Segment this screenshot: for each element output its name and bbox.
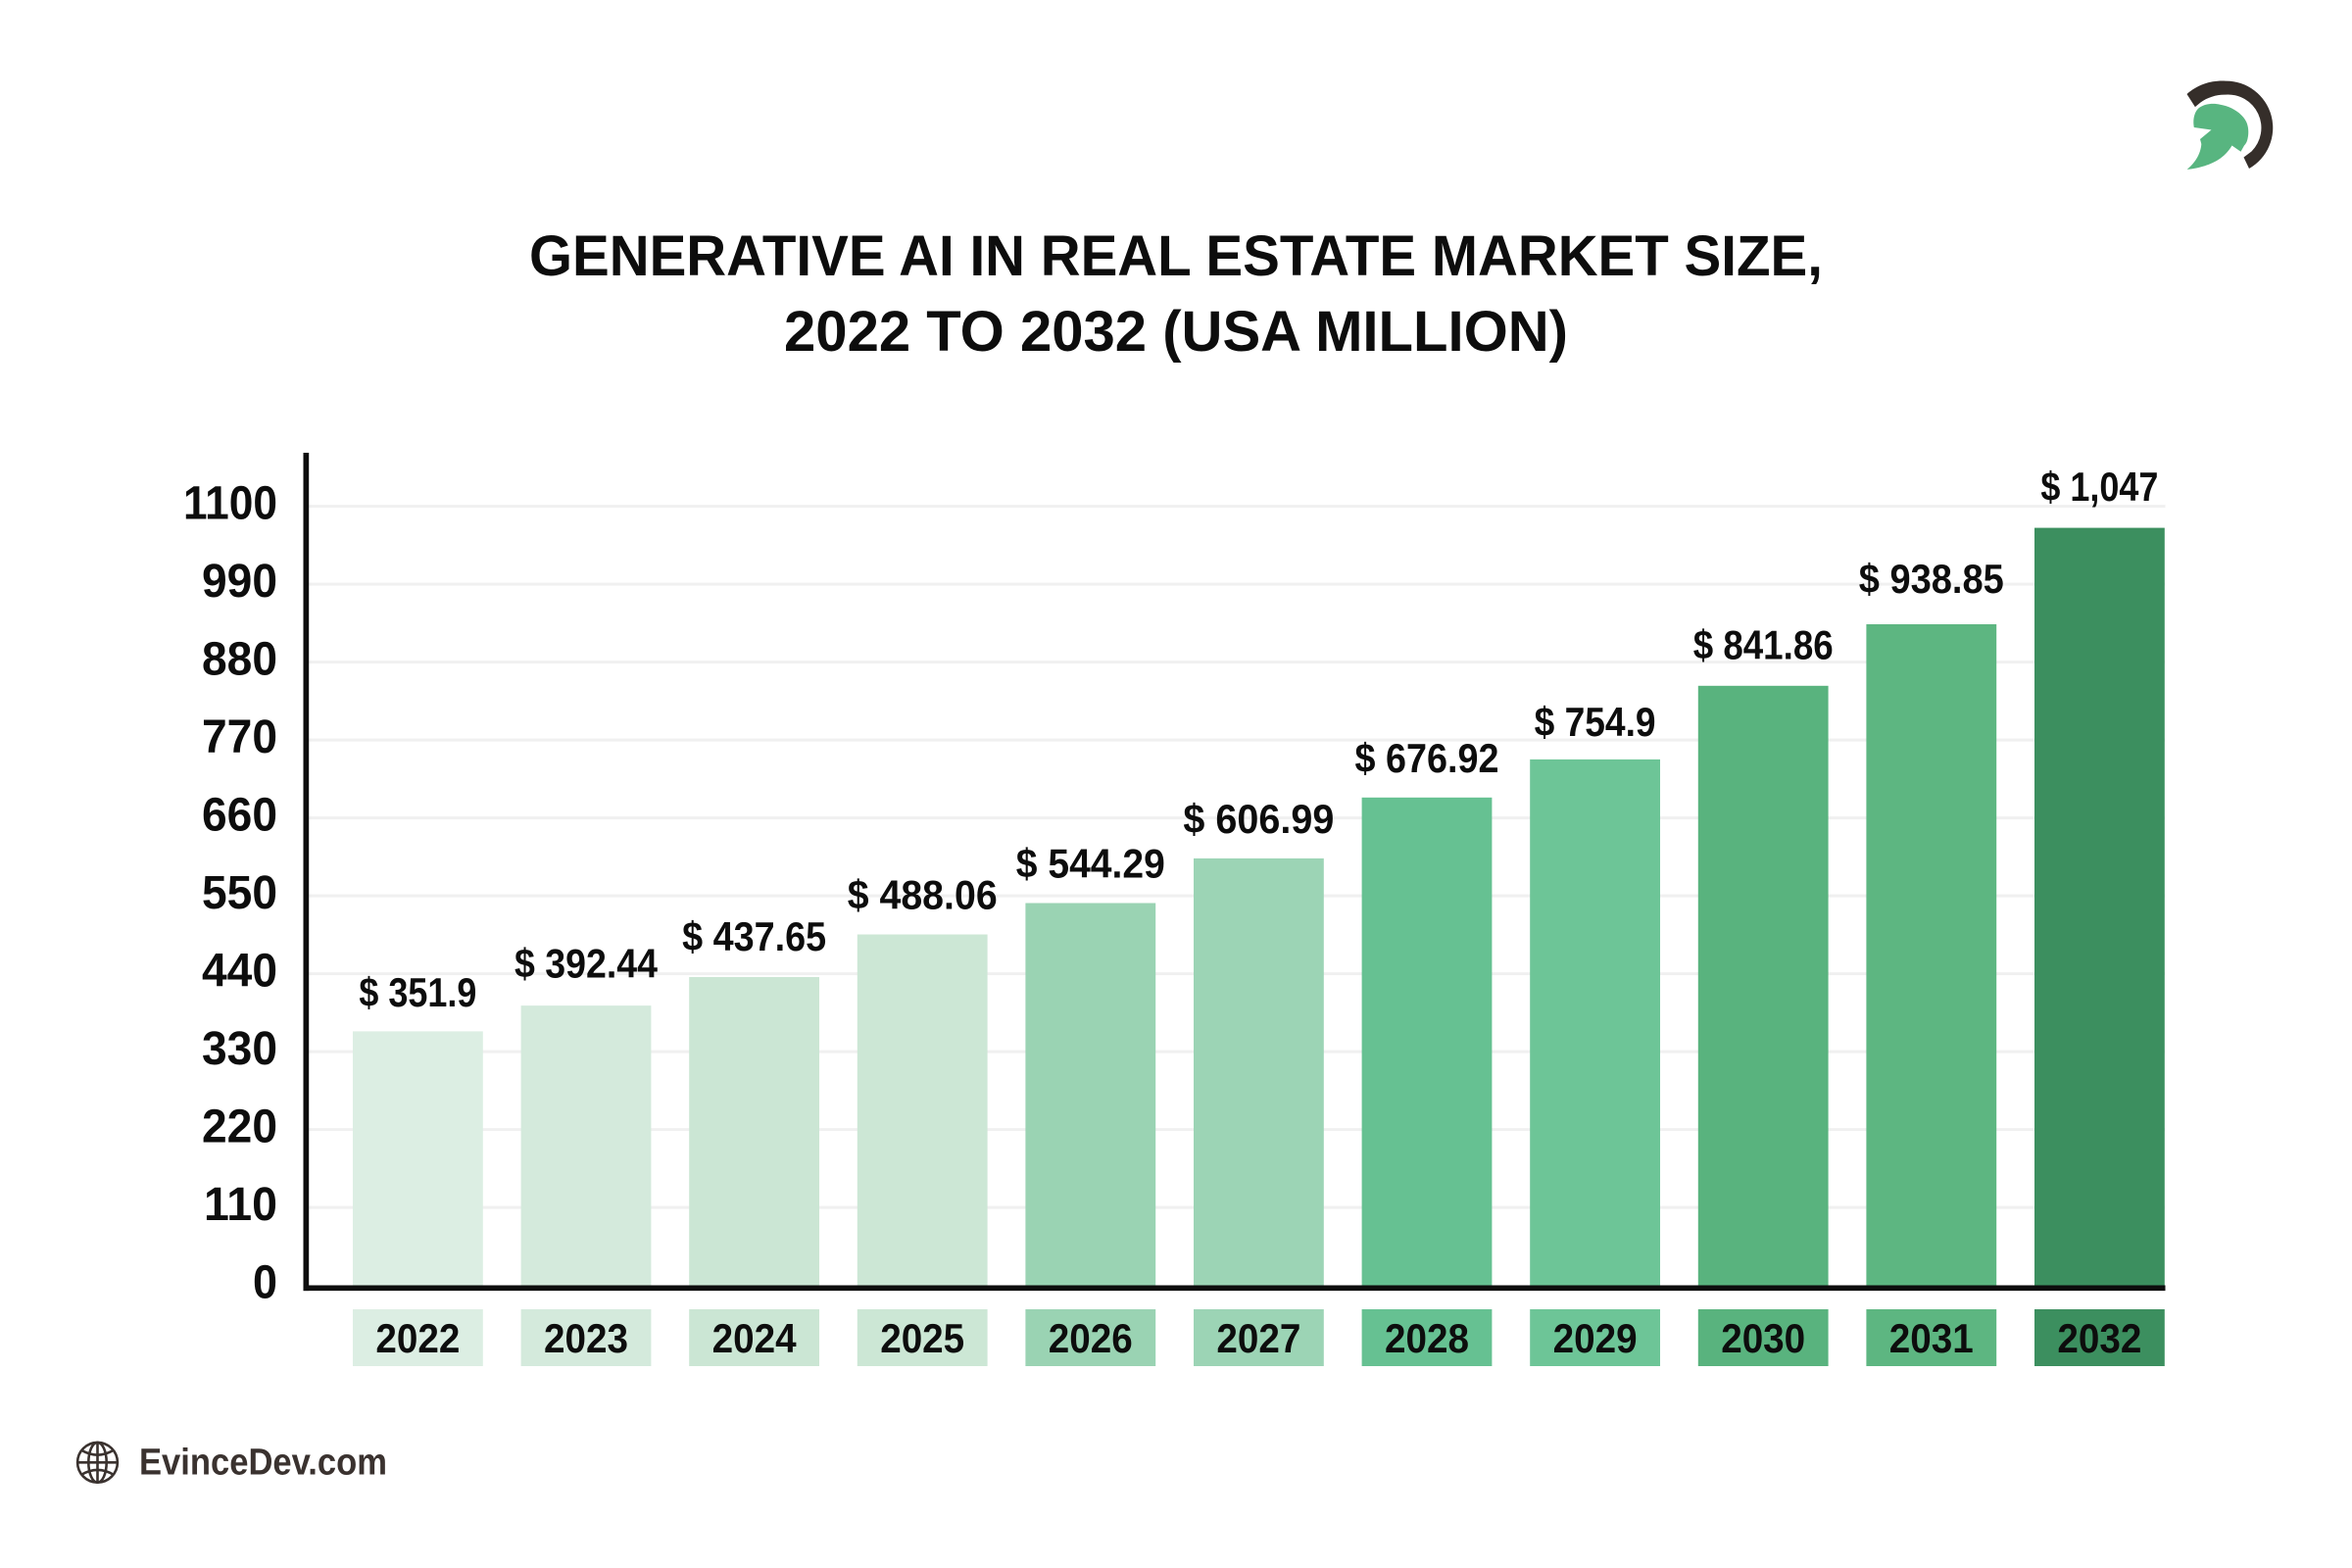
- svg-text:2024: 2024: [712, 1315, 798, 1361]
- svg-text:2025: 2025: [880, 1315, 964, 1361]
- svg-text:$ 544.29: $ 544.29: [1016, 841, 1165, 887]
- svg-text:990: 990: [202, 556, 277, 608]
- svg-text:330: 330: [202, 1023, 277, 1075]
- svg-text:2031: 2031: [1889, 1315, 1974, 1361]
- svg-text:EvinceDev.com: EvinceDev.com: [139, 1443, 387, 1484]
- svg-text:440: 440: [202, 946, 277, 998]
- svg-text:220: 220: [202, 1102, 277, 1153]
- svg-text:$ 488.06: $ 488.06: [848, 871, 998, 917]
- svg-text:880: 880: [202, 634, 277, 686]
- svg-text:2023: 2023: [544, 1315, 628, 1361]
- svg-text:$ 676.92: $ 676.92: [1355, 735, 1499, 781]
- svg-text:GENERATIVE AI IN REAL ESTATE M: GENERATIVE AI IN REAL ESTATE MARKET SIZE…: [529, 224, 1823, 288]
- svg-text:$ 1,047: $ 1,047: [2040, 464, 2158, 510]
- svg-text:2030: 2030: [1721, 1315, 1805, 1361]
- svg-text:2026: 2026: [1049, 1315, 1133, 1361]
- svg-text:1100: 1100: [183, 478, 277, 530]
- svg-text:2032: 2032: [2057, 1315, 2141, 1361]
- svg-text:$ 437.65: $ 437.65: [682, 913, 826, 959]
- svg-text:$ 841.86: $ 841.86: [1693, 621, 1834, 667]
- svg-text:$ 754.9: $ 754.9: [1535, 699, 1656, 745]
- svg-text:0: 0: [253, 1257, 277, 1309]
- svg-text:2022 TO 2032 (USA MILLION): 2022 TO 2032 (USA MILLION): [784, 300, 1568, 364]
- svg-text:$ 938.85: $ 938.85: [1859, 556, 2004, 602]
- svg-text:110: 110: [204, 1179, 277, 1231]
- svg-text:$ 392.44: $ 392.44: [514, 940, 659, 986]
- svg-text:$ 606.99: $ 606.99: [1183, 796, 1334, 842]
- svg-text:2027: 2027: [1216, 1315, 1300, 1361]
- svg-text:2028: 2028: [1385, 1315, 1469, 1361]
- svg-text:550: 550: [202, 867, 277, 919]
- svg-text:770: 770: [202, 711, 277, 763]
- svg-text:2022: 2022: [375, 1315, 460, 1361]
- svg-text:660: 660: [202, 790, 277, 842]
- svg-text:2029: 2029: [1553, 1315, 1638, 1361]
- svg-text:$ 351.9: $ 351.9: [359, 969, 476, 1015]
